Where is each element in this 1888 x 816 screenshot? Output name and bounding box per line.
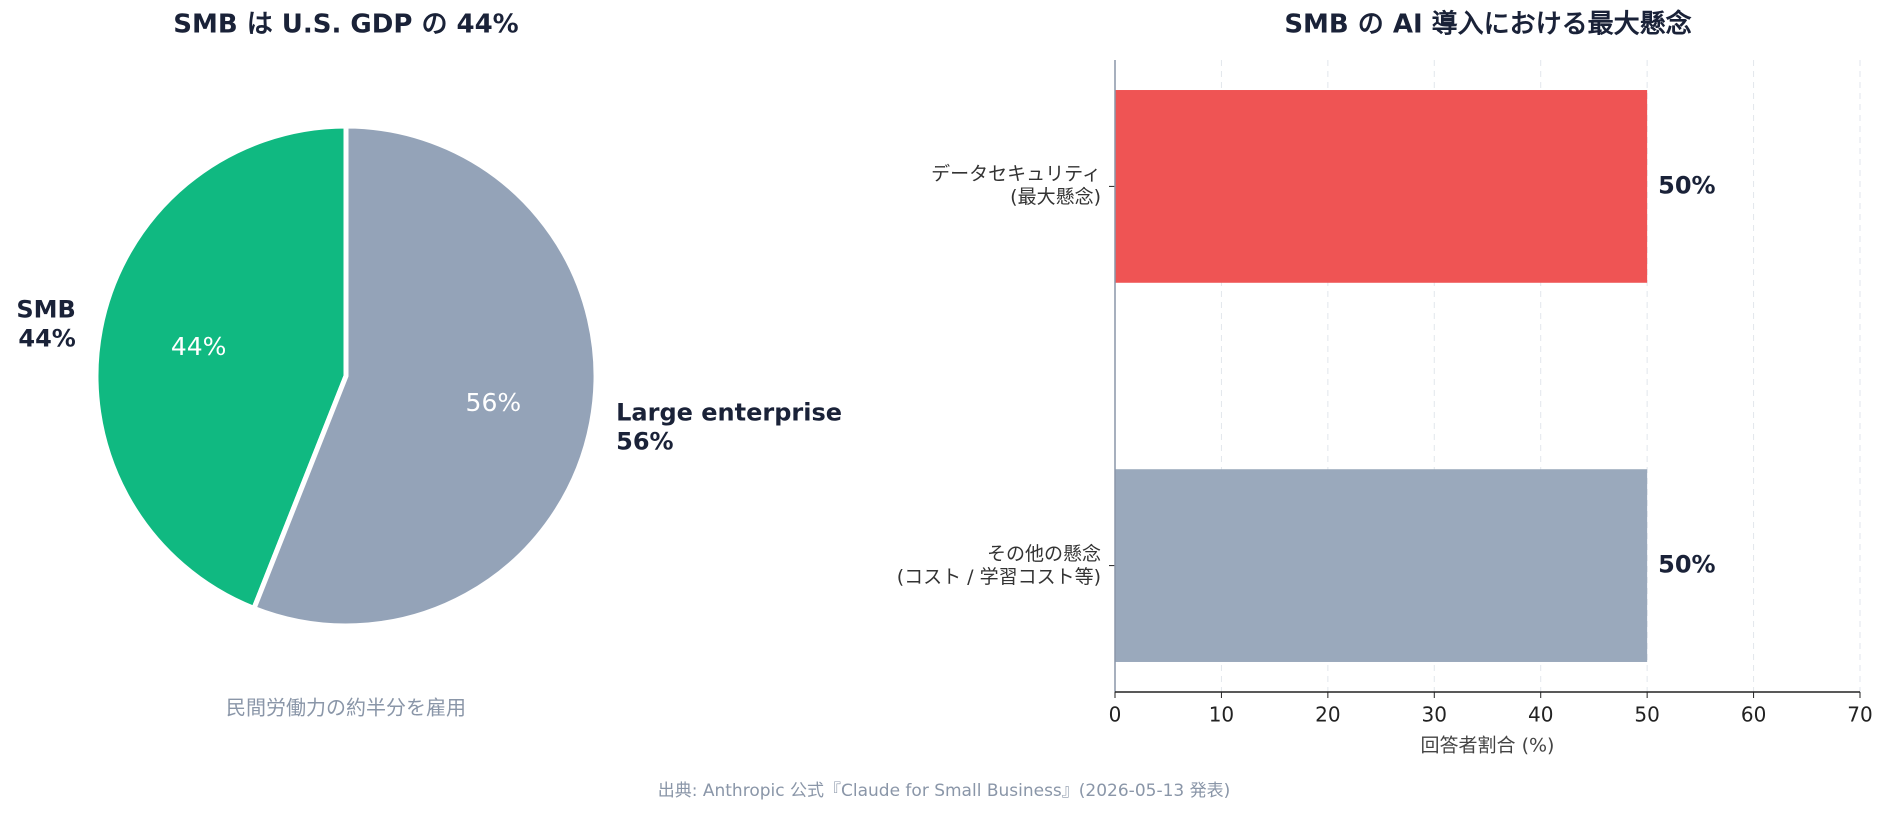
- y-tick-label: データセキュリティ (最大懸念): [931, 163, 1101, 209]
- x-tick-label: 70: [1847, 703, 1872, 727]
- x-tick-label: 10: [1209, 703, 1234, 727]
- source-note: 出典: Anthropic 公式『Claude for Small Busine…: [658, 781, 1231, 801]
- bar-value-label: 50%: [1658, 551, 1715, 579]
- x-tick-label: 20: [1315, 703, 1340, 727]
- y-tick-label: その他の懸念 (コスト / 学習コスト等): [896, 542, 1101, 588]
- slice-category-label: SMB: [16, 295, 75, 323]
- x-tick-label: 0: [1109, 703, 1122, 727]
- x-tick-label: 50: [1634, 703, 1659, 727]
- slice-percent-label: 56%: [616, 428, 673, 456]
- slice-value-label: 56%: [466, 388, 522, 417]
- chart-title: SMB の AI 導入における最大懸念: [1284, 9, 1691, 40]
- bar: [1115, 90, 1648, 283]
- chart-title: SMB は U.S. GDP の 44%: [173, 10, 518, 40]
- x-tick-label: 60: [1741, 703, 1766, 727]
- pie-slice: [251, 123, 599, 629]
- pie-annotation: 民間労働力の約半分を雇用: [226, 696, 466, 720]
- x-tick-label: 40: [1528, 703, 1553, 727]
- bar: [1115, 469, 1648, 662]
- slice-value-label: 44%: [171, 332, 227, 361]
- slice-percent-label: 44%: [18, 324, 75, 352]
- x-axis-label: 回答者割合 (%): [1421, 735, 1555, 757]
- x-tick-label: 30: [1422, 703, 1447, 727]
- slice-category-label: Large enterprise: [616, 399, 842, 427]
- bar-value-label: 50%: [1658, 171, 1715, 199]
- pie-slice: [93, 123, 349, 611]
